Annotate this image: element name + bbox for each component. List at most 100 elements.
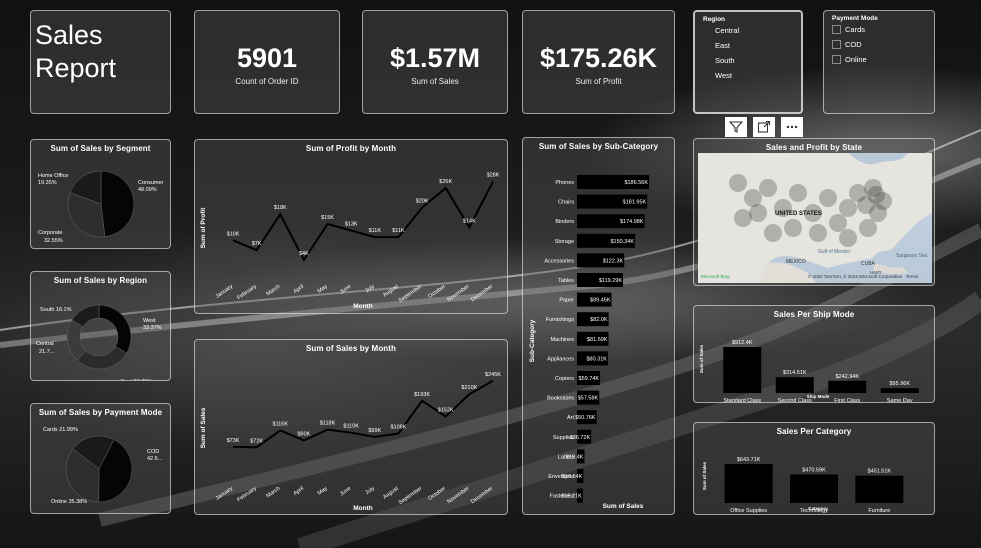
map-bubble[interactable]	[864, 179, 882, 197]
bar-appliances[interactable]	[577, 351, 608, 366]
bar-first-class[interactable]	[828, 380, 867, 393]
shipmode-card[interactable]: Sales Per Ship Mode Sum of Sales Ship Mo…	[693, 305, 935, 403]
kpi-card-sales[interactable]: $1.57M Sum of Sales	[362, 10, 508, 114]
slicer-item-central[interactable]: Central	[715, 26, 740, 35]
payment-slicer[interactable]: Payment Mode Cards COD Online	[823, 10, 935, 114]
map-country-label: UNITED STATES	[775, 211, 822, 217]
bar-standard-class[interactable]	[723, 347, 762, 393]
kpi-card-profit[interactable]: $175.26K Sum of Profit	[522, 10, 675, 114]
map-bubble[interactable]	[809, 224, 827, 242]
y-tick-label: Accessories	[544, 258, 574, 264]
x-tick-label: January	[215, 486, 235, 502]
bar-supplies[interactable]	[577, 429, 592, 444]
y-tick-label: Supplies	[553, 435, 574, 441]
bar-storage[interactable]	[577, 233, 636, 248]
region-donut-card[interactable]: Sum of Sales by Region South 16.1% West …	[30, 271, 171, 381]
bar-office-supplies[interactable]	[724, 464, 773, 503]
pie-slice-cards[interactable]	[72, 435, 115, 470]
slicer-item-south[interactable]: South	[715, 56, 735, 65]
pie-slice-online[interactable]	[65, 448, 100, 503]
checkbox[interactable]	[832, 55, 841, 64]
y-tick-label: Machines	[550, 337, 574, 343]
profit-month-card[interactable]: Sum of Profit by Month Sum of Profit Mon…	[194, 139, 508, 314]
sales-month-card[interactable]: Sum of Sales by Month Sum of Sales Month…	[194, 339, 508, 515]
map-bubble[interactable]	[734, 209, 752, 227]
region-slicer[interactable]: Region Central East South West	[693, 10, 803, 114]
map-bubble[interactable]	[869, 204, 887, 222]
map-bubble[interactable]	[849, 184, 867, 202]
map-bubble[interactable]	[764, 224, 782, 242]
slicer-item-west[interactable]: West	[715, 71, 732, 80]
slicer-item-east[interactable]: East	[715, 41, 731, 50]
map-bubble[interactable]	[784, 219, 802, 237]
bar-binders[interactable]	[577, 214, 645, 229]
data-label: $643.71K	[737, 457, 761, 463]
bar-second-class[interactable]	[775, 377, 814, 393]
map-bubble[interactable]	[829, 214, 847, 232]
map-bubble[interactable]	[859, 219, 877, 237]
map-bubble[interactable]	[759, 179, 777, 197]
payment-pie-card[interactable]: Sum of Sales by Payment Mode Cards 21.99…	[30, 403, 171, 514]
pie-slice-south[interactable]	[71, 304, 100, 328]
map-bubble[interactable]	[774, 199, 792, 217]
map-bubble[interactable]	[839, 199, 857, 217]
bar-accessories[interactable]	[577, 253, 625, 268]
pie-label-corporate: Corporate	[38, 230, 62, 236]
map-terms-link[interactable]: Terms	[906, 274, 919, 279]
line-series[interactable]	[232, 181, 494, 262]
segment-pie-card[interactable]: Sum of Sales by Segment Home Office 19.3…	[30, 139, 171, 249]
map-bubble[interactable]	[819, 189, 837, 207]
pie-slice-cod[interactable]	[98, 439, 133, 503]
map-bubble[interactable]	[839, 229, 857, 247]
bar-furnishings[interactable]	[577, 312, 609, 327]
bar-technology[interactable]	[790, 474, 838, 503]
chart-title: Sum of Sales by Sub-Category	[538, 142, 659, 151]
bar-tables[interactable]	[577, 273, 624, 287]
pie-slice-west[interactable]	[98, 304, 132, 354]
more-options-icon[interactable]	[781, 117, 803, 137]
subcategory-card[interactable]: Sum of Sales by Sub-Category Sub-Categor…	[522, 137, 675, 515]
map-card[interactable]: Sales and Profit by State UNITED STATES …	[693, 138, 935, 286]
checkbox[interactable]	[832, 40, 841, 49]
category-card[interactable]: Sales Per Category Sum of Sales Category…	[693, 422, 935, 515]
map-bubble[interactable]	[867, 186, 885, 204]
map-bubble[interactable]	[749, 204, 767, 222]
donut-label-central: Central	[36, 341, 54, 347]
pie-slice-home-office[interactable]	[69, 170, 102, 205]
focus-mode-icon[interactable]	[753, 117, 775, 137]
bar-same-day[interactable]	[880, 388, 919, 393]
chart-title: Sum of Sales by Segment	[50, 144, 151, 153]
map-bubble[interactable]	[804, 204, 822, 222]
x-tick-label: Same Day	[887, 398, 913, 402]
bar-fasteners[interactable]	[577, 488, 583, 503]
bar-labels[interactable]	[577, 449, 585, 464]
slicer-item-cod[interactable]: COD	[832, 40, 934, 49]
bar-art[interactable]	[577, 410, 597, 425]
state-map[interactable]: UNITED STATES MEXICO Gulf of Mexico Sarg…	[698, 153, 932, 283]
data-label: $181.95K	[623, 200, 647, 206]
x-tick-label: Furniture	[868, 508, 890, 514]
pie-slice-consumer[interactable]	[100, 170, 135, 238]
data-label: $7K	[252, 241, 262, 247]
map-bubble[interactable]	[729, 174, 747, 192]
map-bubble[interactable]	[857, 196, 875, 214]
bar-phones[interactable]	[577, 175, 649, 189]
bar-machines[interactable]	[577, 331, 609, 346]
bar-copiers[interactable]	[577, 371, 601, 385]
pie-slice-corporate[interactable]	[67, 192, 106, 238]
slicer-item-online[interactable]: Online	[832, 55, 934, 64]
map-bubble[interactable]	[789, 184, 807, 202]
bar-paper[interactable]	[577, 292, 612, 307]
filter-icon[interactable]	[725, 117, 747, 137]
line-series[interactable]	[232, 379, 494, 449]
checkbox[interactable]	[832, 25, 841, 34]
map-bubble[interactable]	[744, 189, 762, 207]
bar-envelopes[interactable]	[577, 469, 584, 483]
bar-furniture[interactable]	[855, 475, 904, 503]
bar-bookcases[interactable]	[577, 390, 600, 405]
kpi-card-orders[interactable]: 5901 Count of Order ID	[194, 10, 340, 114]
map-bubble[interactable]	[874, 192, 892, 210]
bar-chairs[interactable]	[577, 194, 648, 209]
slicer-item-cards[interactable]: Cards	[832, 25, 934, 34]
data-label: $122.3K	[603, 258, 624, 264]
